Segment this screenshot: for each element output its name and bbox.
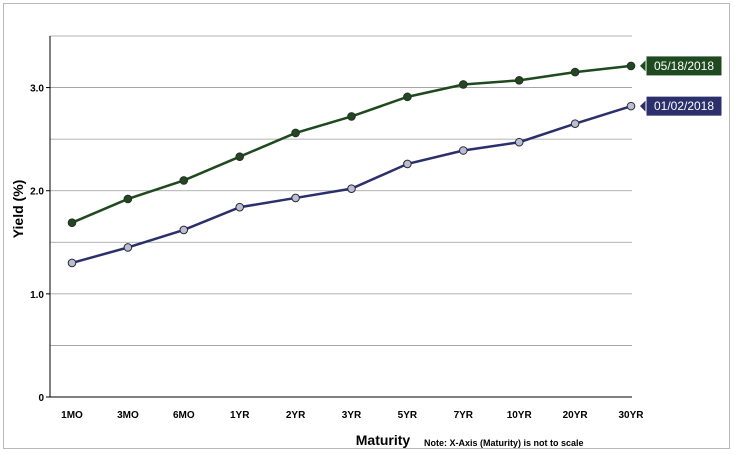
- end-label-text: 05/18/2018: [654, 59, 714, 73]
- data-point: [570, 119, 580, 128]
- y-tick-label: 2.0: [30, 187, 44, 198]
- data-point: [235, 202, 244, 212]
- data-point: [179, 176, 189, 185]
- data-point: [514, 76, 524, 85]
- data-point: [123, 243, 133, 252]
- x-tick-label: 10YR: [507, 410, 533, 421]
- end-label-box: [645, 95, 723, 117]
- axes: [49, 36, 632, 398]
- axis-note: Note: X-Axis (Maturity) is not to scale: [424, 438, 584, 448]
- x-tick-label: 7YR: [454, 410, 474, 421]
- x-tick-label: 2YR: [286, 410, 306, 421]
- y-tick-label: 3.0: [30, 84, 44, 95]
- y-tick-label: 1.0: [30, 290, 44, 301]
- data-point: [514, 137, 524, 147]
- x-axis-title: Maturity: [356, 432, 411, 448]
- chart-frame: [3, 3, 730, 449]
- x-tick-label: 20YR: [563, 410, 589, 421]
- x-tick-label: 5YR: [398, 410, 418, 421]
- x-tick-label: 3MO: [117, 410, 139, 421]
- y-axis-title: Yield (%): [10, 180, 26, 239]
- x-tick-label: 6MO: [173, 410, 195, 421]
- data-point: [123, 194, 133, 204]
- data-point: [235, 152, 244, 161]
- y-tick-labels: 0 1.0 2.0 3.0: [30, 84, 50, 404]
- data-point: [67, 218, 77, 227]
- end-label-pointer: [640, 100, 646, 113]
- data-point: [626, 101, 636, 111]
- series-line: [71, 64, 632, 224]
- data-point: [347, 112, 356, 121]
- data-point: [459, 80, 468, 89]
- data-point: [291, 128, 300, 138]
- data-point: [403, 92, 412, 102]
- gridlines: [50, 35, 632, 346]
- series-lines: [67, 61, 636, 268]
- x-tick-label: 3YR: [342, 410, 362, 421]
- x-tick-labels: 1MO 3MO 6MO 1YR 2YR 3YR 5YR 7YR 10YR 20YR 30YR: [61, 410, 644, 421]
- data-point: [347, 184, 356, 193]
- end-label-pointer: [640, 59, 646, 72]
- data-point: [67, 258, 77, 268]
- x-tick-label: 1YR: [230, 410, 250, 421]
- data-point: [570, 67, 580, 77]
- data-point: [179, 225, 189, 235]
- x-tick-label: 1MO: [61, 410, 83, 421]
- data-point: [626, 61, 636, 71]
- end-label-text: 01/02/2018: [654, 99, 714, 113]
- data-point: [403, 159, 412, 169]
- y-tick-label: 0: [38, 393, 44, 404]
- x-tick-label: 30YR: [618, 410, 644, 421]
- end-label-box: [645, 55, 723, 77]
- data-point: [291, 193, 300, 203]
- data-point: [459, 146, 468, 155]
- series-end-labels: 05/18/2018 01/02/2018: [640, 55, 723, 117]
